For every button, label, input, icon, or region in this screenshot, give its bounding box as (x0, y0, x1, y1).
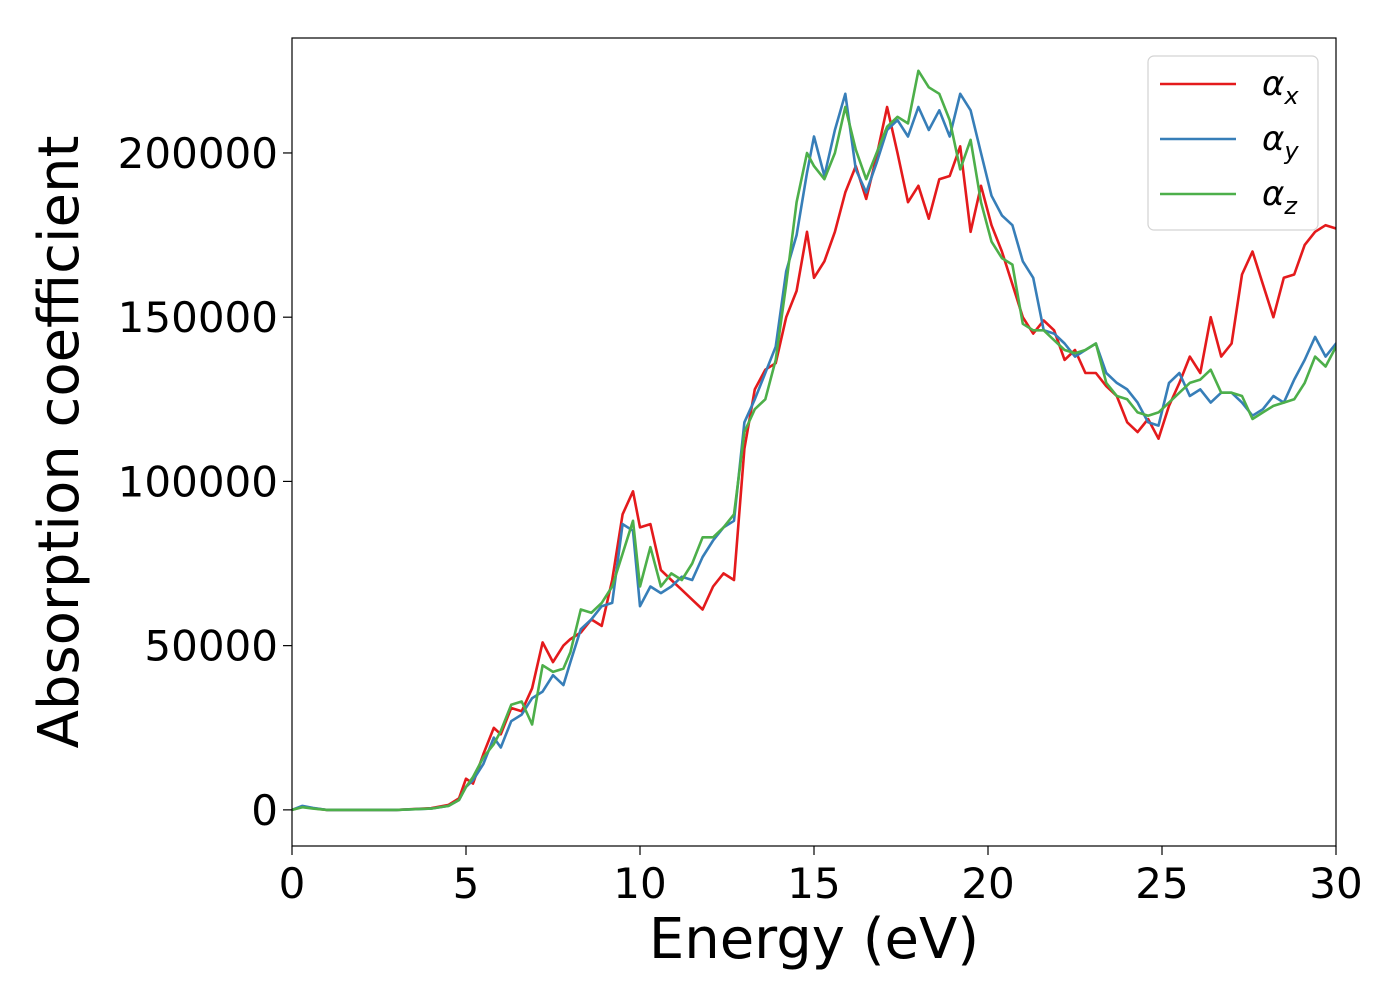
legend: αx αy αz (1147, 55, 1319, 231)
series-line-y (292, 92, 1336, 812)
x-tick-label: 5 (453, 859, 480, 908)
y-tick-label: 0 (251, 786, 278, 835)
series-layer (292, 69, 1336, 812)
y-tick-label: 200000 (118, 129, 278, 178)
x-tick-label: 25 (1135, 859, 1188, 908)
series-line-z (292, 69, 1336, 812)
x-axis: 0 5 10 15 20 25 30 (279, 846, 1363, 908)
x-axis-label: Energy (eV) (649, 907, 979, 972)
legend-box (1147, 55, 1319, 231)
x-tick-label: 30 (1309, 859, 1362, 908)
legend-label-y: αy (1262, 119, 1299, 165)
y-axis-label: Absorption coefficient (27, 136, 92, 749)
x-tick-label: 0 (279, 859, 306, 908)
y-axis: 0 50000 100000 150000 200000 (118, 129, 292, 835)
y-tick-label: 50000 (144, 622, 278, 671)
legend-label-z: αz (1262, 174, 1298, 220)
x-tick-label: 20 (961, 859, 1014, 908)
x-tick-label: 10 (613, 859, 666, 908)
legend-label-x: αx (1262, 64, 1299, 110)
y-tick-label: 100000 (118, 457, 278, 506)
y-tick-label: 150000 (118, 293, 278, 342)
x-tick-label: 15 (787, 859, 840, 908)
